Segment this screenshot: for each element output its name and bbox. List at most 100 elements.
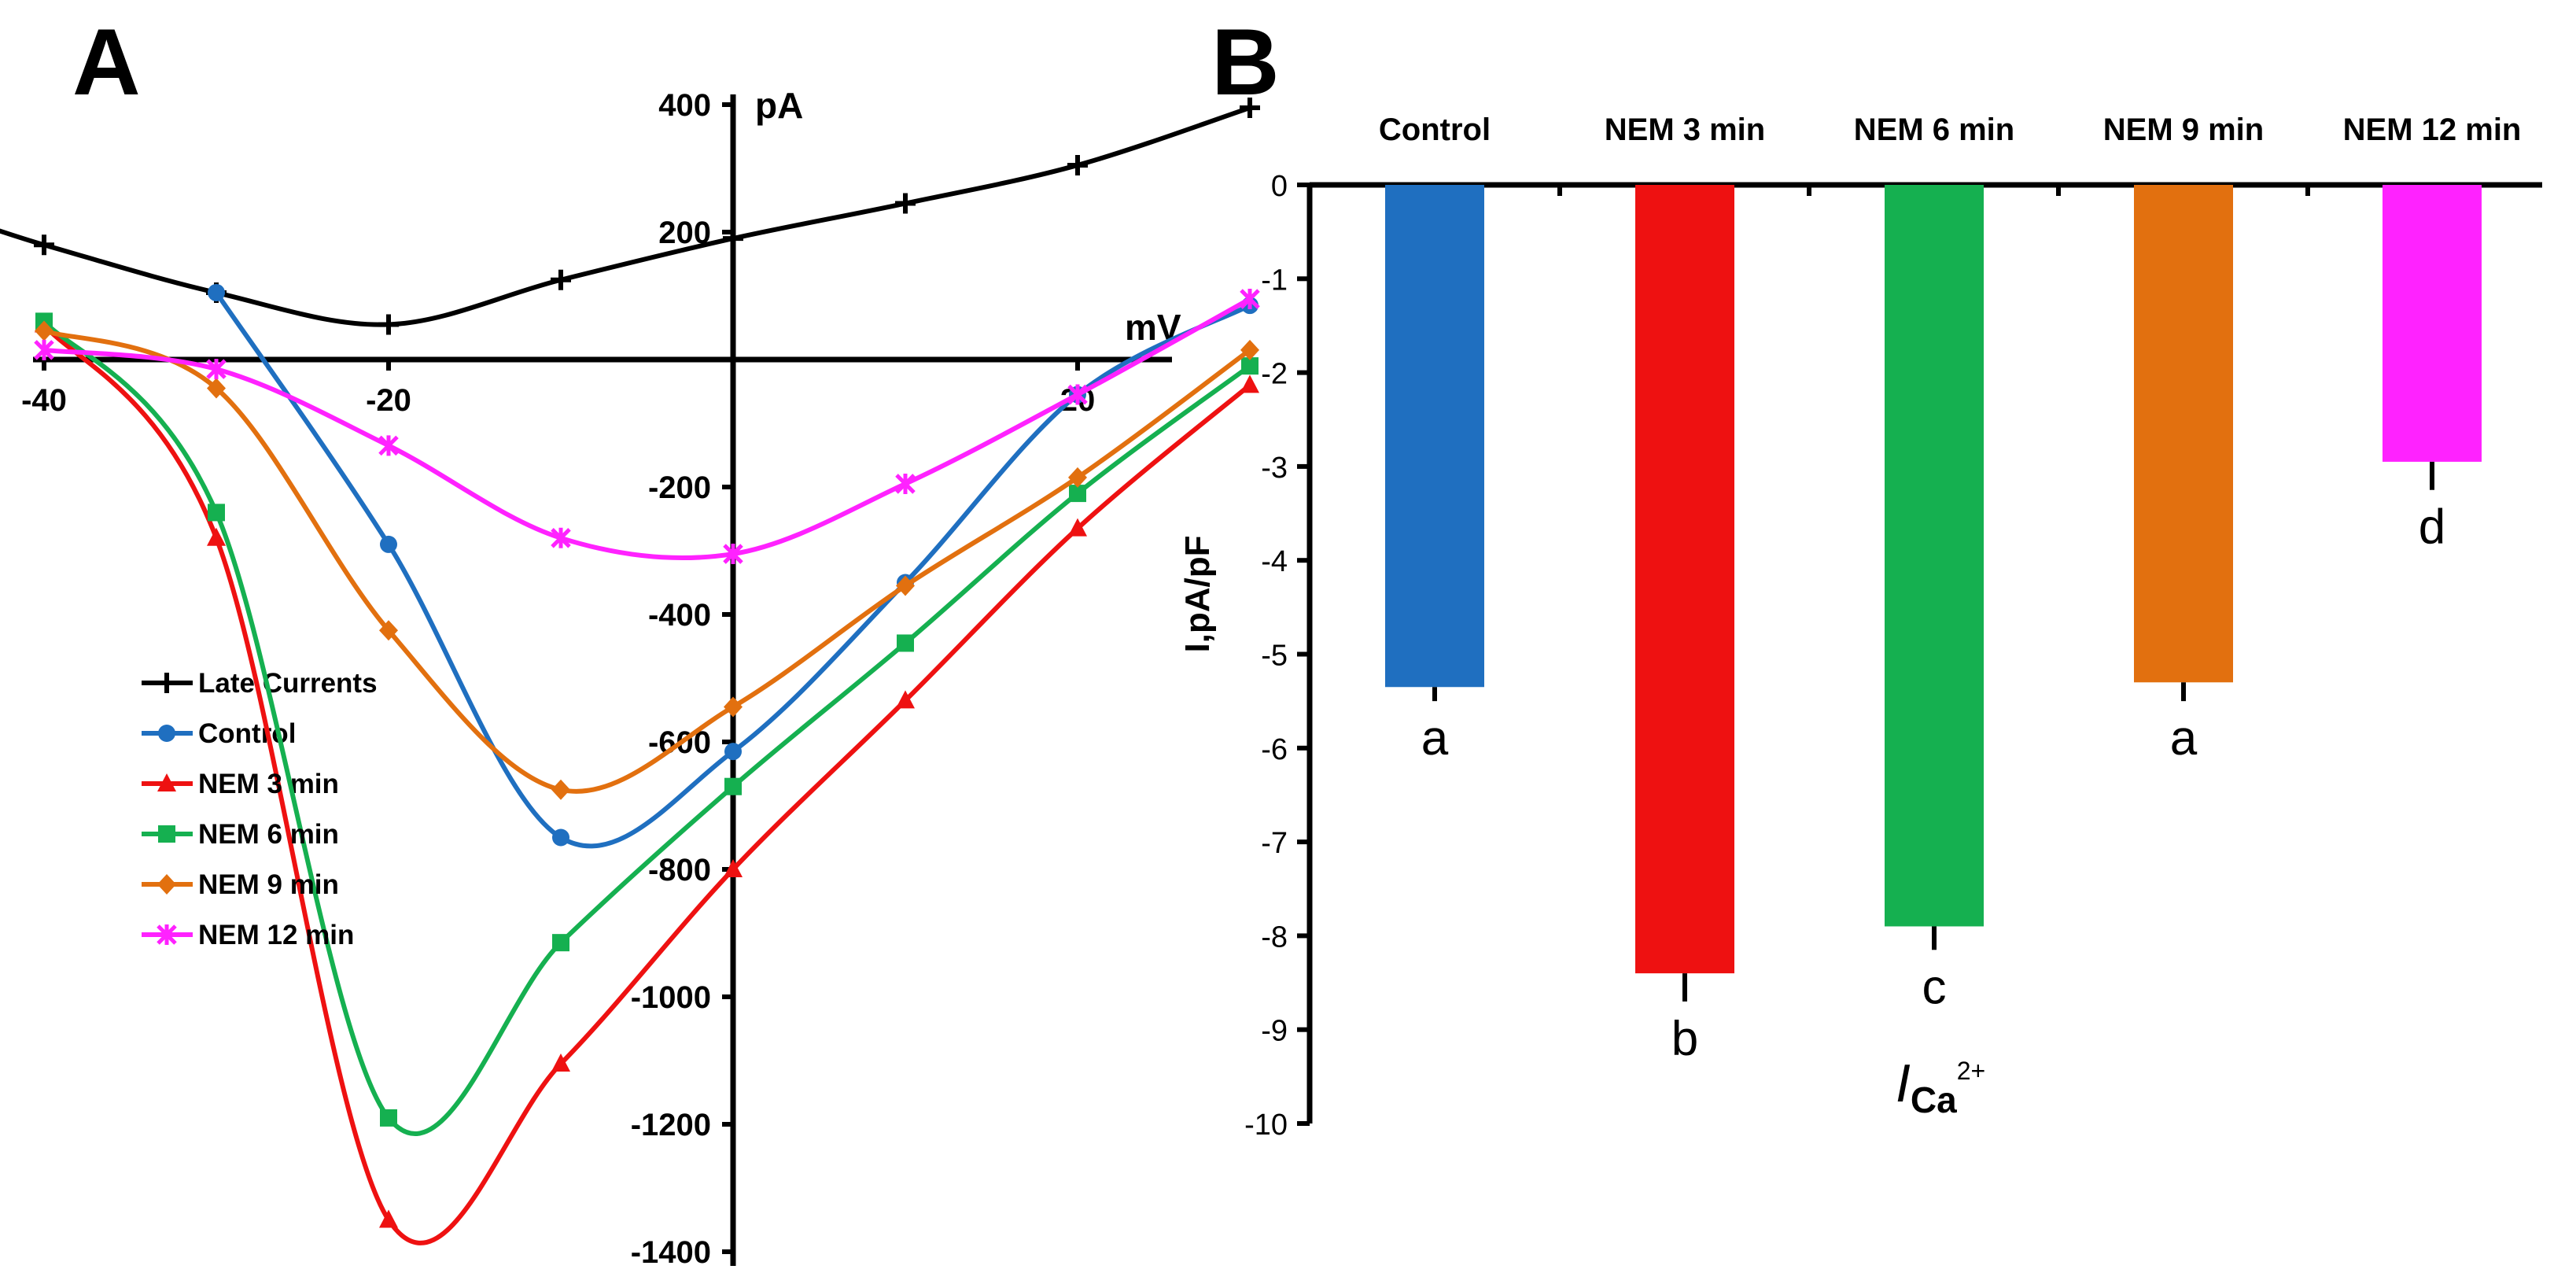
data-point-nem-12-min <box>895 473 916 494</box>
significance-letter-nem-6-min: c <box>1922 960 1947 1014</box>
legend-marker <box>157 924 177 945</box>
data-point-nem-6-min <box>897 634 914 652</box>
y-tick-label: 400 <box>658 88 711 123</box>
significance-letter-nem-9-min: a <box>2170 711 2198 766</box>
legend-marker <box>157 773 176 791</box>
data-point-late-currents <box>1240 98 1260 119</box>
legend-item-control: Control <box>142 718 296 749</box>
data-point-nem-9-min <box>379 620 398 641</box>
data-point-nem-9-min <box>724 696 743 718</box>
y-tick-label: -2 <box>1261 358 1288 391</box>
data-point-nem-12-min <box>206 359 227 380</box>
data-point-control <box>208 283 225 301</box>
y-tick-label: 0 <box>1271 170 1288 203</box>
data-point-control <box>724 743 742 761</box>
data-point-nem-9-min <box>551 779 570 800</box>
y-tick-label: -1 <box>1261 264 1288 297</box>
data-point-late-currents <box>895 193 916 214</box>
y-tick-label: -200 <box>648 470 711 505</box>
data-point-nem-3-min <box>724 859 743 877</box>
legend-label: Late Currents <box>198 668 378 699</box>
data-point-control <box>552 828 569 847</box>
data-point-nem-3-min <box>1240 374 1259 393</box>
bar-nem-12-min <box>2383 185 2482 462</box>
data-point-nem-3-min <box>896 690 915 709</box>
data-point-nem-12-min <box>551 527 571 548</box>
y-tick-label: -4 <box>1261 545 1288 578</box>
y-tick-label: -9 <box>1261 1015 1288 1048</box>
y-axis-title: pA <box>755 85 803 126</box>
data-point-nem-12-min <box>34 339 54 360</box>
bar-control <box>1385 185 1484 688</box>
legend-item-nem-9-min: NEM 9 min <box>142 869 339 900</box>
data-point-nem-6-min <box>380 1109 397 1127</box>
category-label-control: Control <box>1379 113 1491 147</box>
data-point-nem-6-min <box>208 504 225 522</box>
data-point-late-currents <box>378 314 399 335</box>
data-point-nem-9-min <box>896 575 915 596</box>
bar-nem-6-min <box>1885 185 1984 927</box>
category-label-nem-9-min: NEM 9 min <box>2103 113 2264 147</box>
legend-label: NEM 9 min <box>198 869 339 900</box>
y-tick-label: -7 <box>1261 827 1288 860</box>
y-tick-label: -1200 <box>631 1108 711 1142</box>
legend-marker <box>157 874 176 895</box>
data-point-late-currents <box>723 228 743 249</box>
y-tick-label: -400 <box>648 598 711 633</box>
legend-item-nem-12-min: NEM 12 min <box>142 920 354 950</box>
data-point-nem-3-min <box>1068 518 1087 537</box>
series-line-nem-9-min <box>43 328 1251 794</box>
legend-item-nem-6-min: NEM 6 min <box>142 819 339 850</box>
data-point-nem-6-min <box>1069 485 1086 503</box>
data-point-late-currents <box>551 269 571 290</box>
data-point-late-currents <box>34 234 54 256</box>
x-tick-label: -20 <box>366 383 411 418</box>
x-axis-title-subscript: Ca <box>1911 1079 1957 1120</box>
panel-b-label: B <box>1211 9 1280 115</box>
significance-letter-control: a <box>1421 711 1449 766</box>
data-point-nem-3-min <box>379 1209 398 1228</box>
series-control <box>208 283 1259 849</box>
data-point-nem-9-min <box>35 320 53 341</box>
legend-marker <box>157 673 177 693</box>
y-tick-label: -10 <box>1244 1109 1288 1142</box>
x-axis-title: ICa2+ <box>1896 1053 1985 1120</box>
y-tick-label: -1400 <box>631 1235 711 1270</box>
x-axis-title-main: I <box>1896 1053 1911 1113</box>
legend-item-late-currents: Late Currents <box>142 668 378 699</box>
x-axis-title-superscript: 2+ <box>1957 1057 1985 1085</box>
data-point-control <box>380 535 397 553</box>
y-tick-label: -3 <box>1261 452 1288 485</box>
data-point-nem-12-min <box>1067 384 1088 405</box>
legend-item-nem-3-min: NEM 3 min <box>142 769 339 799</box>
bar-nem-9-min <box>2134 185 2233 683</box>
category-label-nem-3-min: NEM 3 min <box>1605 113 1765 147</box>
data-point-nem-9-min <box>1068 467 1087 488</box>
data-point-nem-6-min <box>552 934 569 952</box>
legend-marker <box>158 825 175 843</box>
data-point-nem-6-min <box>1241 357 1259 375</box>
y-axis-title: I,pA/pF <box>1178 535 1217 652</box>
y-tick-label: -1000 <box>631 980 711 1015</box>
legend-label: NEM 12 min <box>198 920 354 950</box>
data-point-nem-3-min <box>207 527 226 546</box>
series-late-currents <box>0 98 1260 335</box>
series-line-late-currents <box>0 105 1251 327</box>
significance-letter-nem-12-min: d <box>2419 500 2445 555</box>
legend-label: NEM 6 min <box>198 819 339 850</box>
data-point-nem-9-min <box>1240 339 1259 360</box>
series-line-nem-12-min <box>43 297 1251 561</box>
significance-letter-nem-3-min: b <box>1671 1012 1698 1066</box>
series-nem-6-min <box>35 312 1259 1136</box>
data-point-late-currents <box>1067 154 1088 175</box>
category-label-nem-6-min: NEM 6 min <box>1854 113 2014 147</box>
x-tick-label: -40 <box>21 383 67 418</box>
bar-nem-3-min <box>1635 185 1734 974</box>
panel-a-chart: -80-60-40-202040400200-200-400-600-800-1… <box>0 85 1439 1270</box>
data-point-nem-12-min <box>378 435 399 456</box>
data-point-nem-12-min <box>723 544 743 565</box>
data-point-nem-12-min <box>1240 289 1260 310</box>
data-point-nem-6-min <box>724 777 742 795</box>
data-point-nem-3-min <box>551 1053 570 1072</box>
